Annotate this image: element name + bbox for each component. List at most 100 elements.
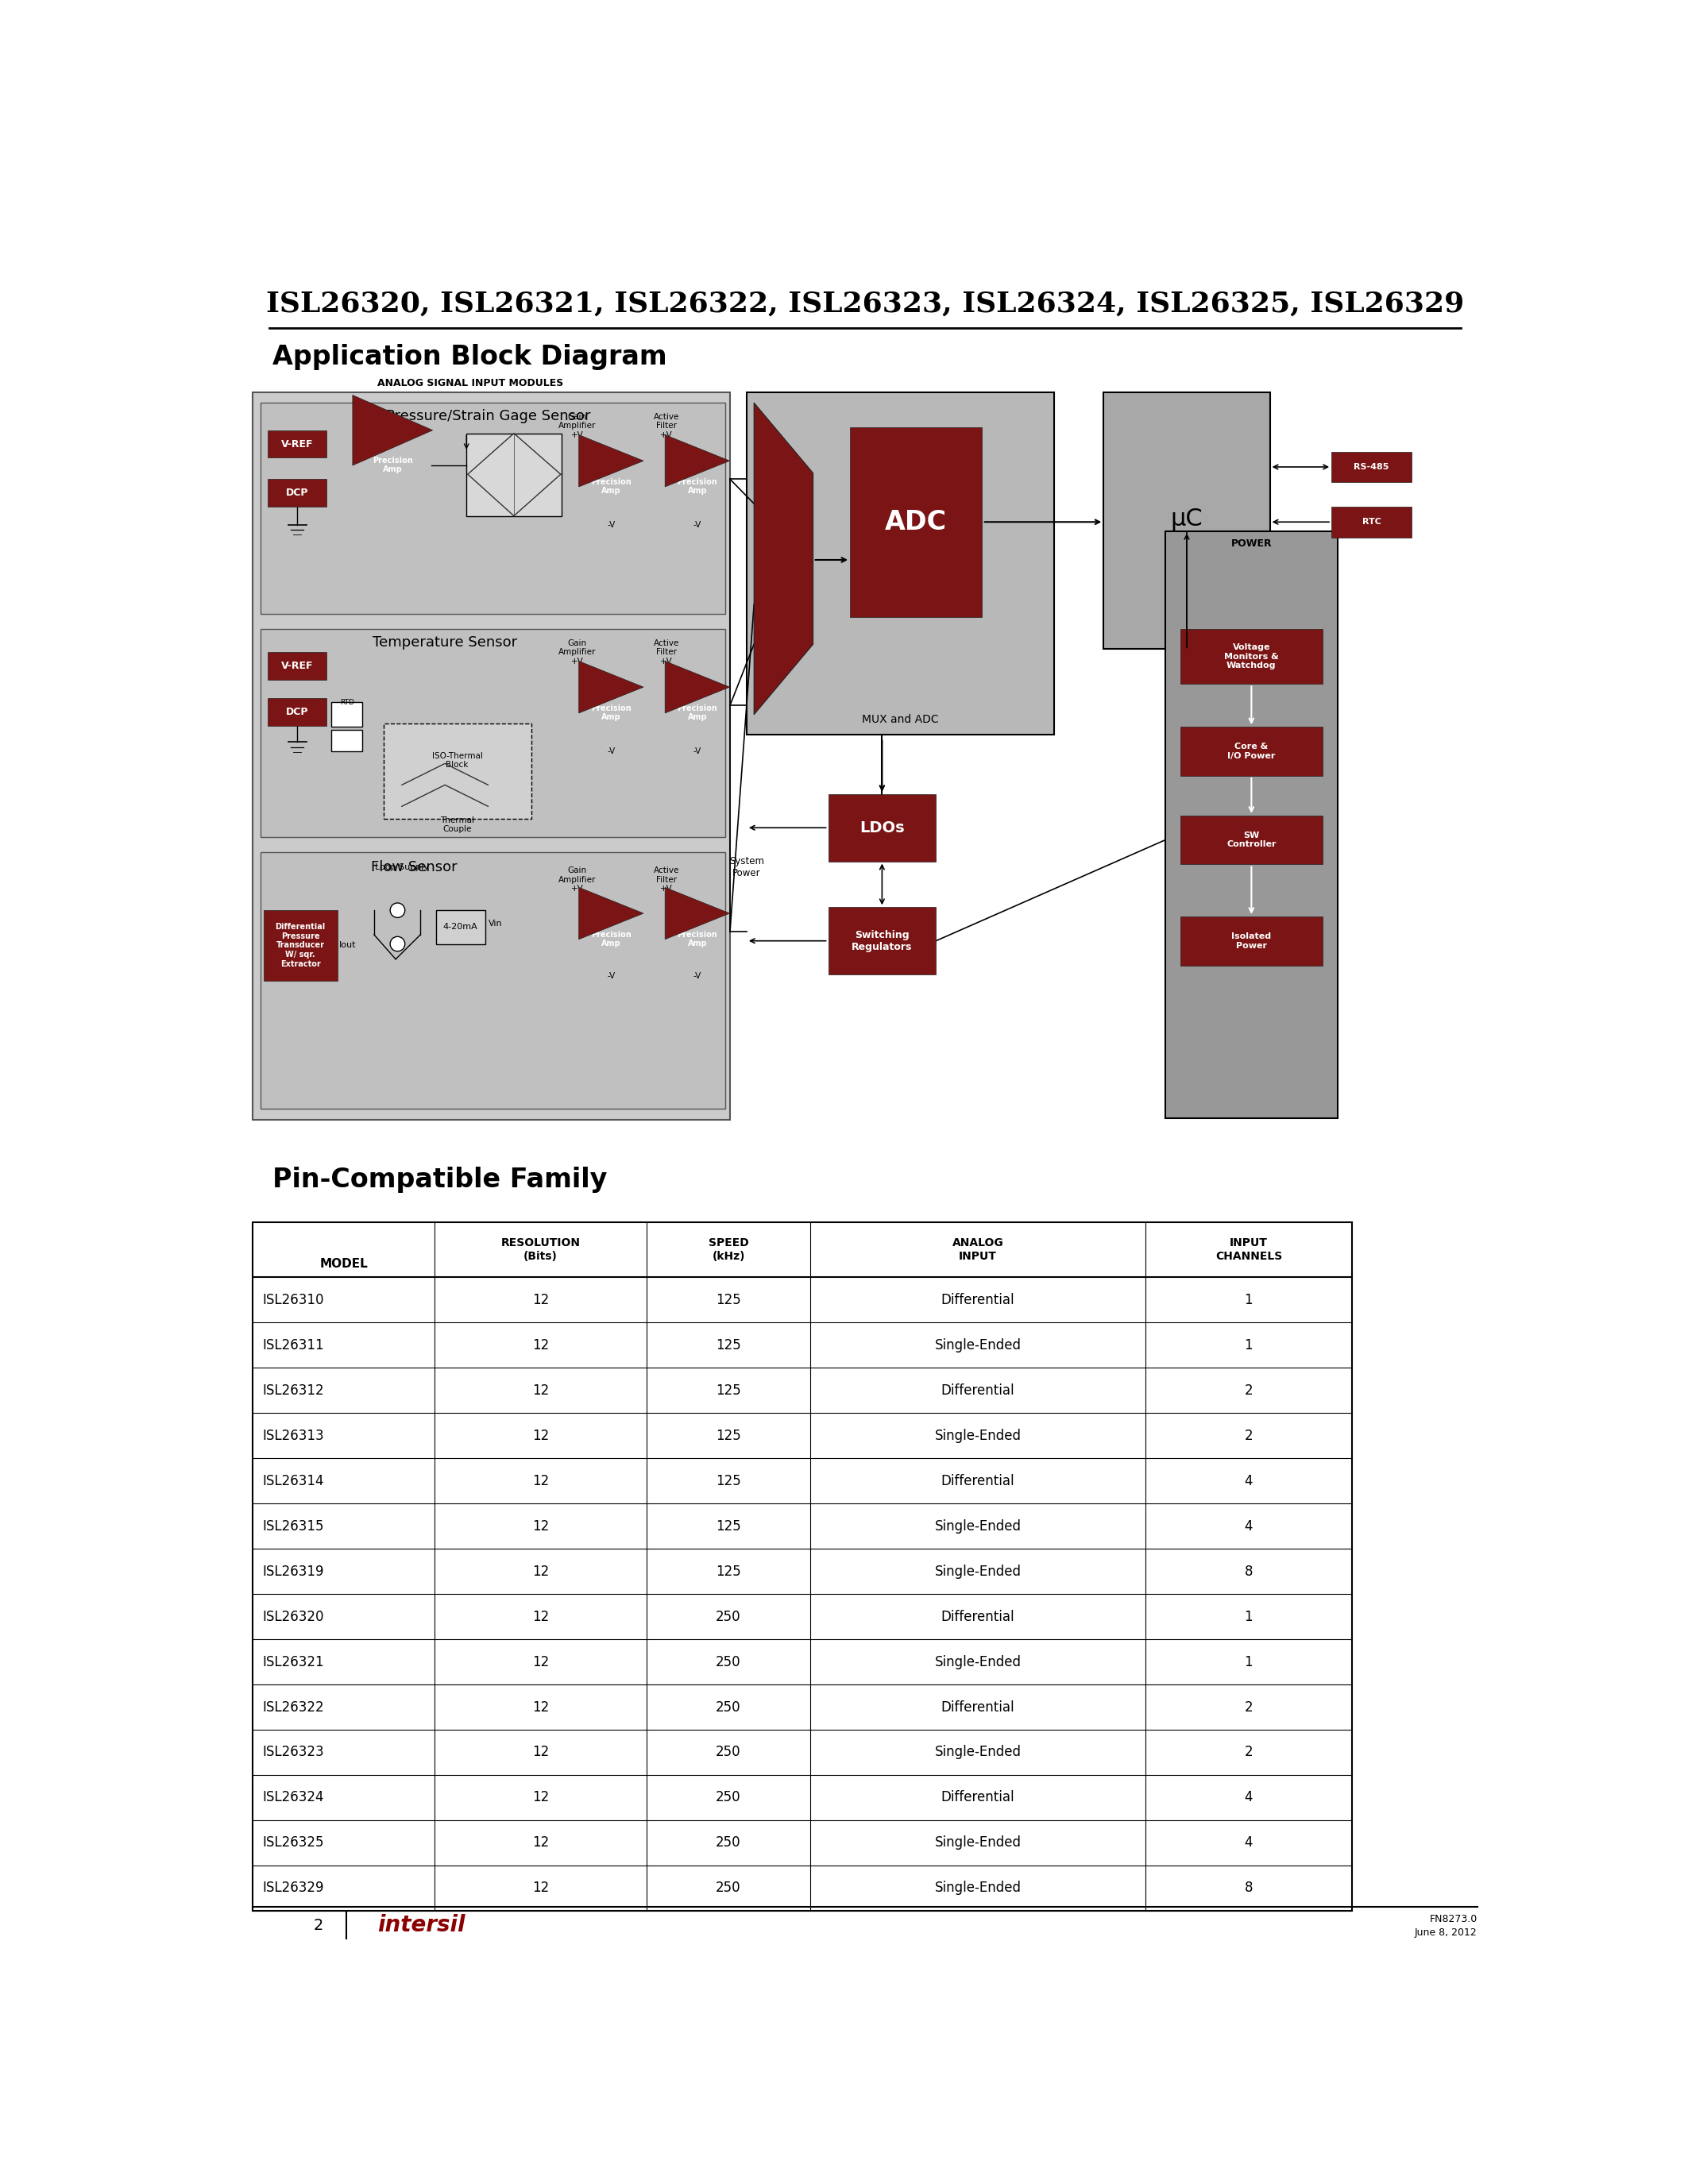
Text: ISL26320, ISL26321, ISL26322, ISL26323, ISL26324, ISL26325, ISL26329: ISL26320, ISL26321, ISL26322, ISL26323, … — [267, 290, 1463, 317]
Text: Precision
Amp: Precision Amp — [373, 456, 414, 474]
Text: ISL26314: ISL26314 — [262, 1474, 324, 1487]
Text: 12: 12 — [532, 1293, 549, 1306]
Text: SPEED
(kHz): SPEED (kHz) — [709, 1238, 748, 1262]
Text: Pin-Compatible Family: Pin-Compatible Family — [272, 1166, 608, 1192]
Bar — [1180, 629, 1322, 684]
Text: 12: 12 — [532, 1699, 549, 1714]
Text: 12: 12 — [532, 1791, 549, 1804]
Bar — [268, 653, 326, 679]
Text: LDOs: LDOs — [859, 821, 905, 834]
Text: DCP: DCP — [285, 708, 309, 716]
Text: V-REF: V-REF — [282, 439, 314, 450]
Bar — [466, 432, 562, 515]
Text: Precision
Amp: Precision Amp — [591, 478, 631, 496]
Text: ISL26311: ISL26311 — [262, 1339, 324, 1352]
Text: 1: 1 — [1244, 1610, 1252, 1623]
Bar — [1180, 727, 1322, 775]
Bar — [1104, 393, 1269, 649]
Text: Loop Supply: Loop Supply — [375, 863, 429, 871]
Circle shape — [390, 937, 405, 952]
Text: -V: -V — [608, 747, 614, 756]
Bar — [253, 1223, 1352, 1911]
Text: RTC: RTC — [1362, 518, 1381, 526]
Text: 125: 125 — [716, 1564, 741, 1579]
Text: μC: μC — [1170, 507, 1204, 531]
Polygon shape — [665, 887, 729, 939]
Text: ISL26329: ISL26329 — [262, 1880, 324, 1896]
Text: 12: 12 — [532, 1655, 549, 1669]
Text: 125: 125 — [716, 1428, 741, 1444]
Text: Differential: Differential — [940, 1293, 1014, 1306]
Text: 250: 250 — [716, 1699, 741, 1714]
Text: -V: -V — [694, 972, 702, 981]
Text: -V: -V — [694, 522, 702, 529]
Bar — [268, 478, 326, 507]
Text: SW
Controller: SW Controller — [1227, 832, 1276, 850]
Text: Gain
Amplifier
+V: Gain Amplifier +V — [559, 640, 596, 666]
Text: ISL26320: ISL26320 — [262, 1610, 324, 1623]
Text: 4: 4 — [1244, 1837, 1252, 1850]
Text: Single-Ended: Single-Ended — [935, 1428, 1021, 1444]
Text: 125: 125 — [716, 1518, 741, 1533]
Text: ISL26312: ISL26312 — [262, 1382, 324, 1398]
Text: Temperature Sensor: Temperature Sensor — [373, 636, 517, 649]
Text: Differential: Differential — [940, 1610, 1014, 1623]
Text: 250: 250 — [716, 1655, 741, 1669]
Text: Active
Filter
+V: Active Filter +V — [653, 867, 679, 893]
Text: Thermal
Couple: Thermal Couple — [441, 817, 474, 834]
Text: FN8273.0: FN8273.0 — [1430, 1913, 1477, 1924]
Circle shape — [390, 902, 405, 917]
Text: 4-20mA: 4-20mA — [442, 924, 478, 930]
Text: 12: 12 — [532, 1837, 549, 1850]
Text: INPUT
CHANNELS: INPUT CHANNELS — [1215, 1238, 1283, 1262]
Bar — [253, 393, 729, 1120]
Bar — [260, 629, 726, 836]
Text: ISL26322: ISL26322 — [262, 1699, 324, 1714]
Text: Single-Ended: Single-Ended — [935, 1837, 1021, 1850]
Polygon shape — [579, 662, 643, 714]
Text: 250: 250 — [716, 1610, 741, 1623]
Bar — [1180, 917, 1322, 965]
Polygon shape — [579, 887, 643, 939]
Text: 8: 8 — [1244, 1564, 1252, 1579]
Text: 12: 12 — [532, 1610, 549, 1623]
Bar — [260, 852, 726, 1109]
Text: 2: 2 — [314, 1918, 324, 1933]
Bar — [260, 402, 726, 614]
Bar — [331, 703, 361, 727]
Text: ISL26310: ISL26310 — [262, 1293, 324, 1306]
Bar — [263, 911, 338, 981]
Text: Single-Ended: Single-Ended — [935, 1339, 1021, 1352]
Text: System
Power: System Power — [729, 856, 765, 878]
Text: DCP: DCP — [285, 487, 309, 498]
Text: Precision
Amp: Precision Amp — [591, 703, 631, 721]
Text: 125: 125 — [716, 1293, 741, 1306]
Text: Differential: Differential — [940, 1699, 1014, 1714]
Text: June 8, 2012: June 8, 2012 — [1415, 1928, 1477, 1937]
Polygon shape — [353, 395, 432, 465]
Text: Precision
Amp: Precision Amp — [677, 478, 717, 496]
Text: ISL26315: ISL26315 — [262, 1518, 324, 1533]
Bar — [268, 430, 326, 459]
Bar — [746, 393, 1055, 734]
Text: Application Block Diagram: Application Block Diagram — [272, 343, 667, 369]
Text: Differential: Differential — [940, 1382, 1014, 1398]
Text: ISL26324: ISL26324 — [262, 1791, 324, 1804]
Polygon shape — [665, 435, 729, 487]
Text: 8: 8 — [1244, 1880, 1252, 1896]
Text: -V: -V — [608, 972, 614, 981]
Text: Voltage
Monitors &
Watchdog: Voltage Monitors & Watchdog — [1224, 644, 1280, 670]
Polygon shape — [665, 662, 729, 714]
Text: Differential: Differential — [940, 1791, 1014, 1804]
Text: ISL26323: ISL26323 — [262, 1745, 324, 1760]
Text: Vin: Vin — [488, 919, 503, 928]
Text: RTD: RTD — [341, 699, 354, 705]
Text: Differential: Differential — [940, 1474, 1014, 1487]
Text: 1: 1 — [1244, 1655, 1252, 1669]
Text: 1: 1 — [1244, 1339, 1252, 1352]
Bar — [1180, 815, 1322, 865]
Text: ISL26313: ISL26313 — [262, 1428, 324, 1444]
Bar — [1332, 507, 1411, 537]
Bar — [331, 729, 361, 751]
Text: -V: -V — [608, 522, 614, 529]
